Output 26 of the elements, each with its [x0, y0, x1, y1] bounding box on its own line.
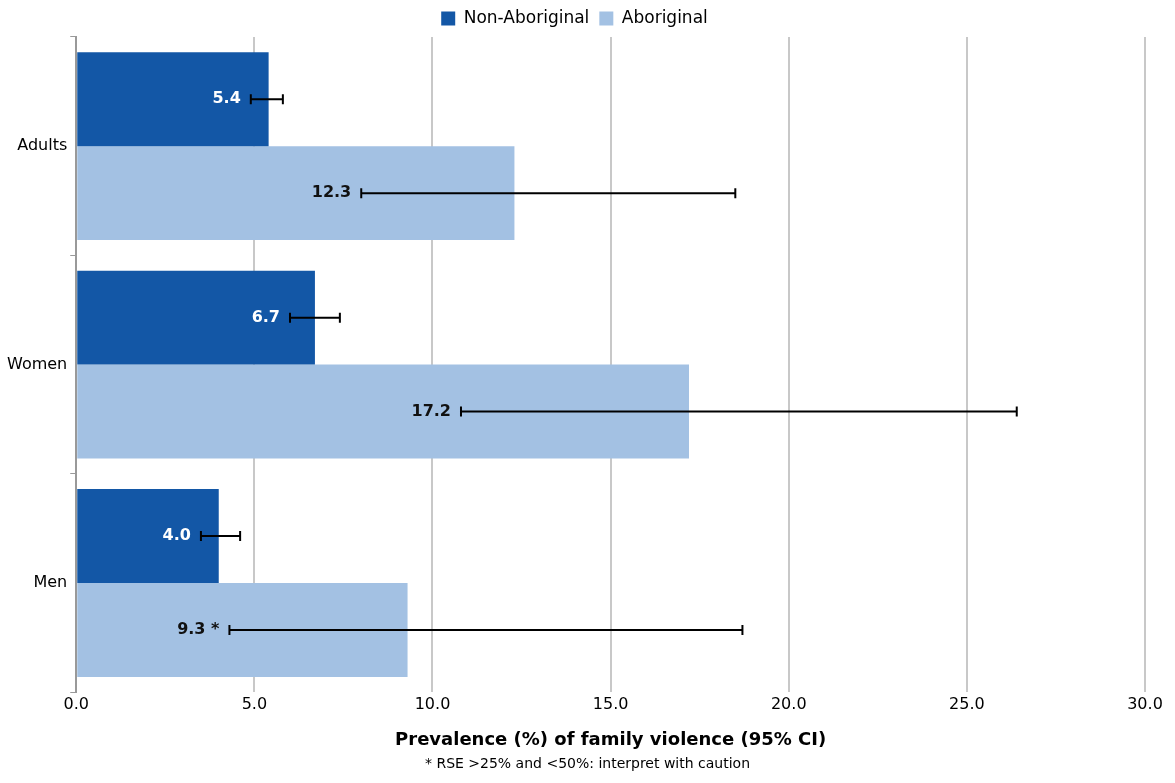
x-tick-label: 10.0: [414, 693, 451, 713]
bar: [77, 146, 515, 241]
y-tick-label: Women: [6, 353, 68, 373]
bar: [77, 364, 689, 459]
data-label: 4.0: [162, 525, 191, 545]
bar: [77, 270, 315, 365]
data-label: 12.3: [311, 182, 352, 202]
x-axis-title: Prevalence (%) of family violence (95% CI): [395, 727, 827, 749]
y-tick-label: Adults: [17, 135, 68, 155]
y-tick-label: Men: [33, 572, 68, 592]
text: * RSE >25% and <50%: interpret with caution: [423, 755, 752, 771]
data-label: 6.7: [251, 306, 280, 326]
data-label: 5.4: [212, 88, 241, 108]
bar: [77, 583, 408, 677]
x-tick-label: 30.0: [1127, 693, 1163, 713]
bar: [77, 489, 219, 583]
data-label: 9.3 *: [177, 619, 221, 639]
legend-label: Aboriginal: [621, 6, 708, 27]
x-tick-label: 15.0: [592, 693, 629, 713]
legend-label: Non-Aboriginal: [463, 6, 590, 27]
x-tick-label: 25.0: [949, 693, 985, 713]
data-label: 17.2: [411, 400, 451, 420]
bar: [77, 52, 269, 147]
x-tick-label: 0.0: [63, 693, 89, 713]
x-tick-label: 5.0: [241, 693, 268, 713]
x-tick-label: 20.0: [770, 693, 807, 713]
